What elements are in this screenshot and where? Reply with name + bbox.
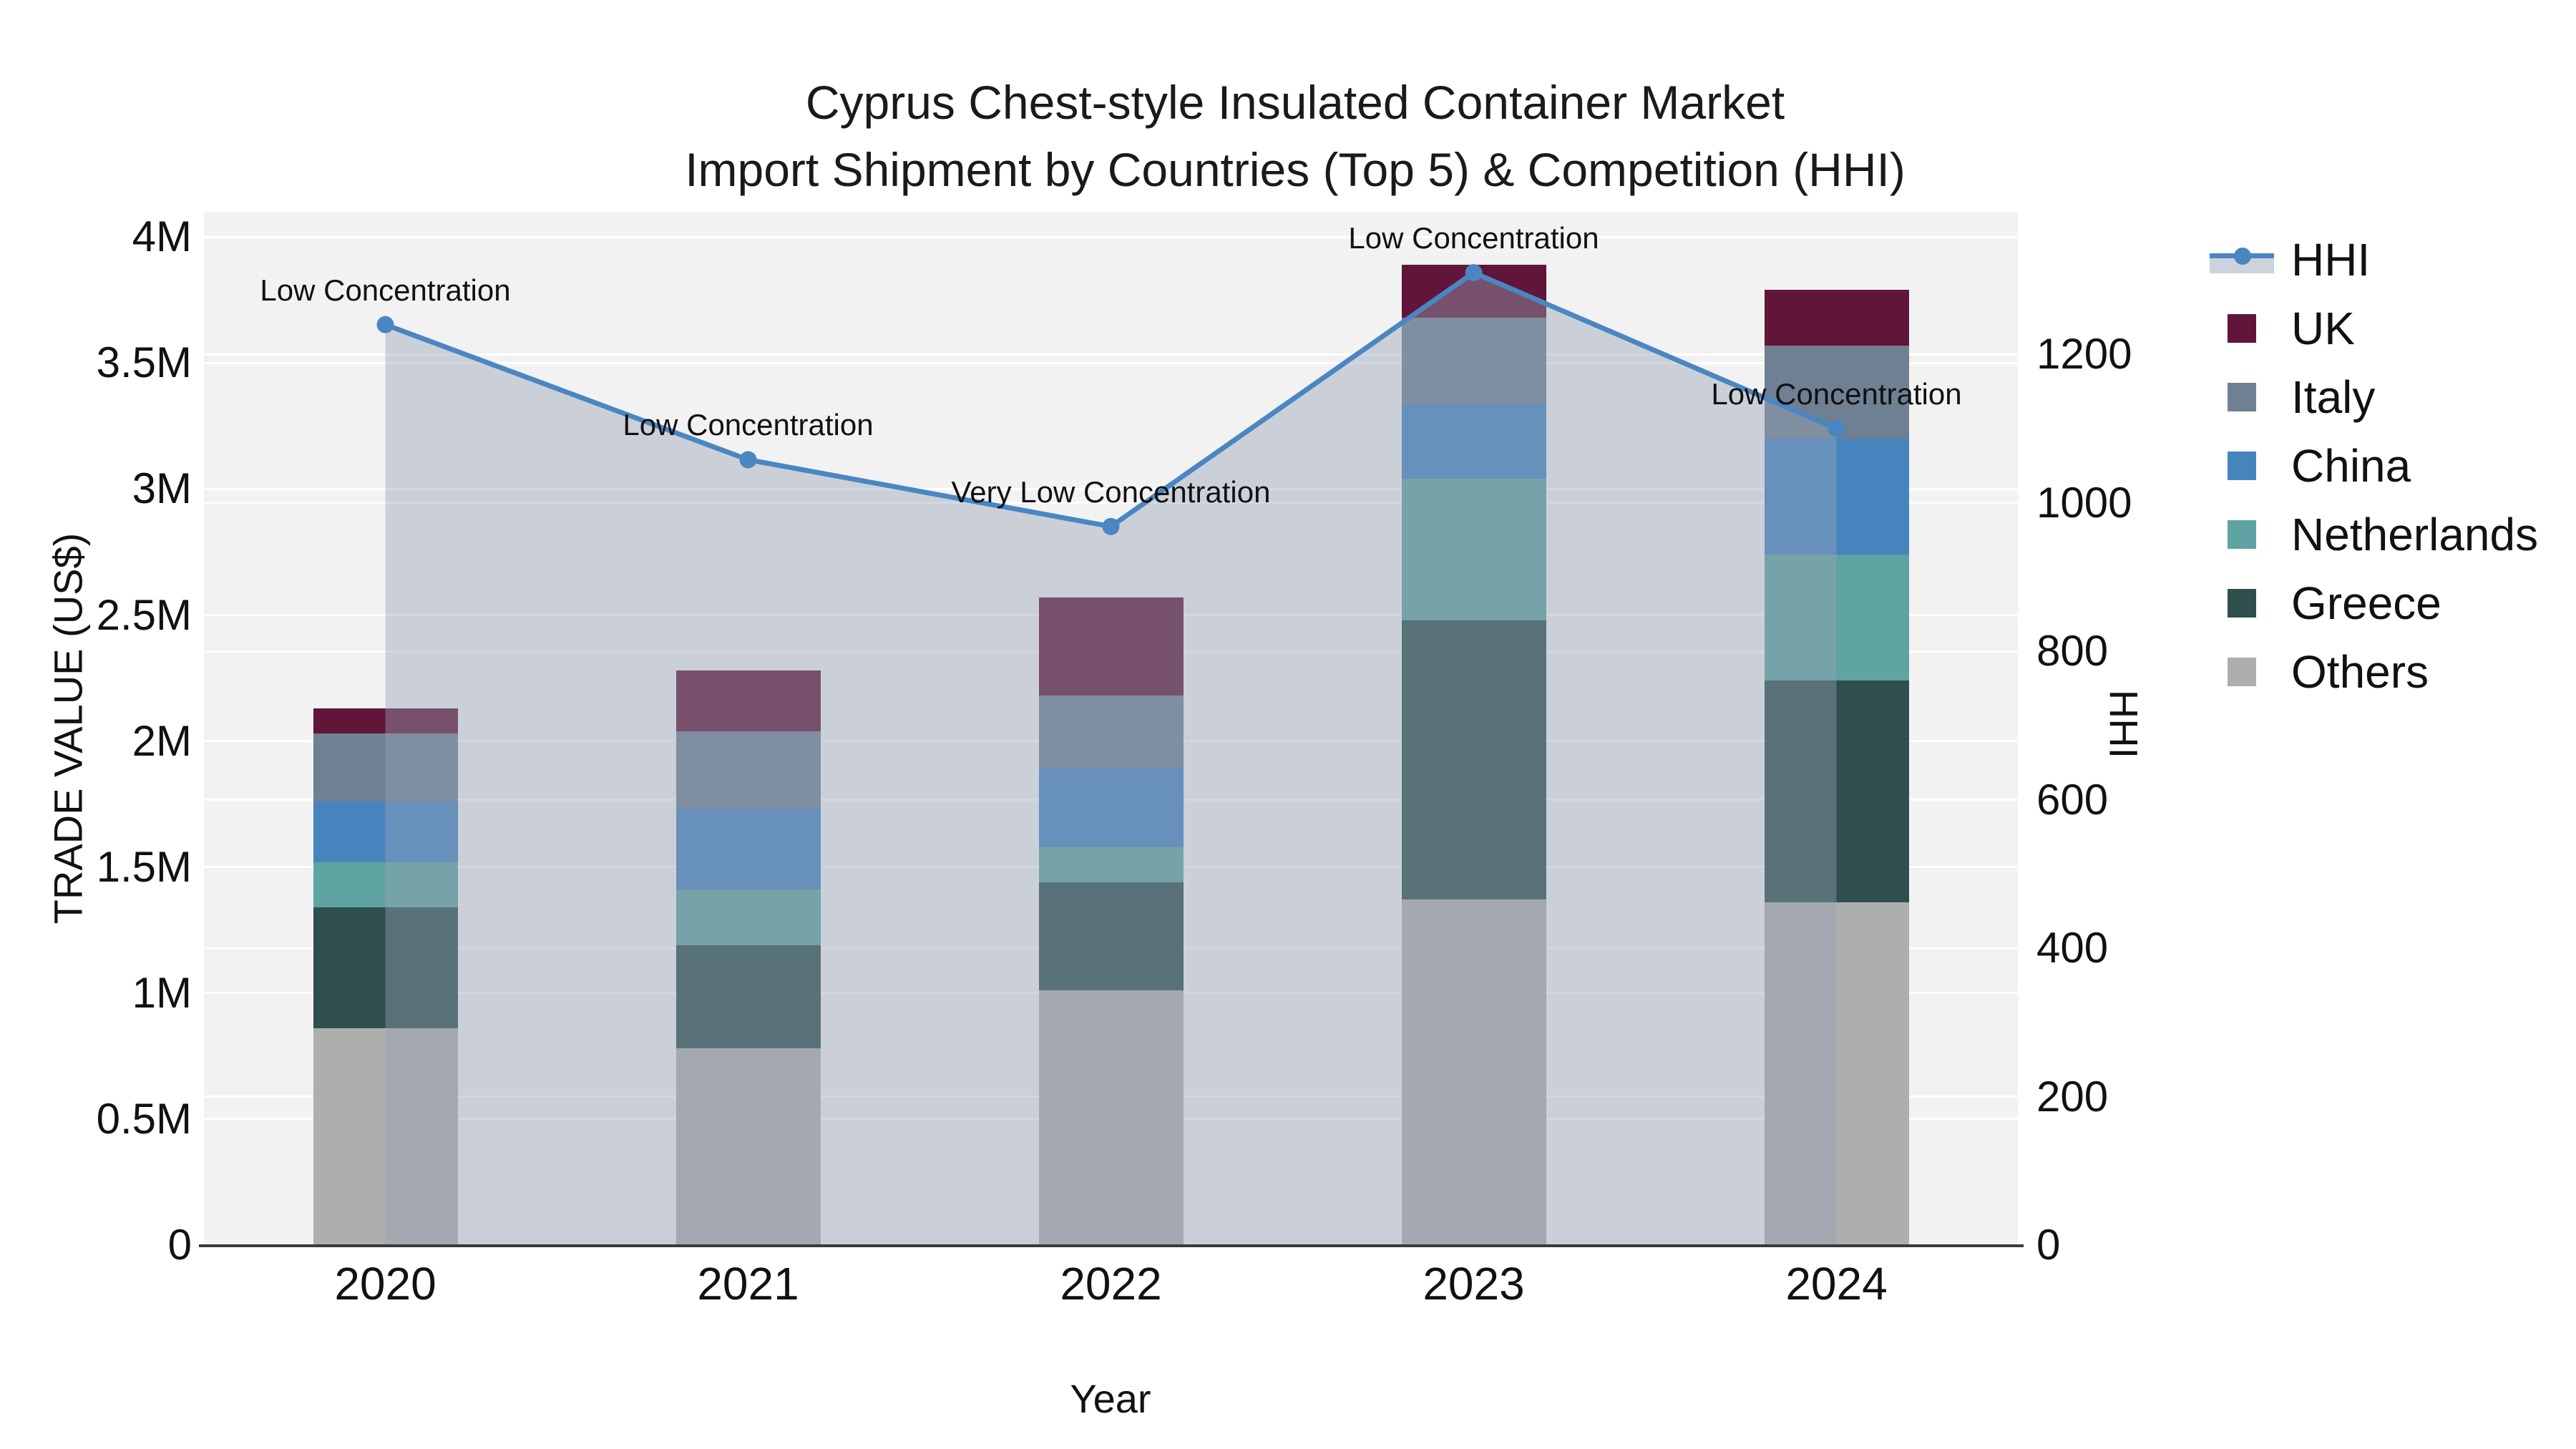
annotation-label-2024: Low Concentration: [1711, 376, 1962, 411]
y-right-tick-label: 1200: [2036, 330, 2132, 379]
y-left-tick-label: 3M: [132, 464, 192, 513]
bar-segment-italy-2023: [1401, 317, 1546, 404]
legend-item-others[interactable]: Others: [2210, 638, 2429, 706]
legend-swatch-greece: [2228, 589, 2256, 618]
legend-item-italy[interactable]: Italy: [2210, 363, 2375, 431]
bar-segment-netherlands-2023: [1401, 479, 1546, 620]
annotation-label-2023: Low Concentration: [1348, 221, 1599, 255]
legend-label: HHI: [2291, 234, 2371, 286]
bar-segment-netherlands-2020: [313, 862, 458, 908]
x-axis-title: Year: [1070, 1376, 1151, 1421]
bar-segment-uk-2024: [1764, 290, 1909, 346]
bar-segment-italy-2021: [675, 731, 821, 809]
legend-item-china[interactable]: China: [2210, 431, 2411, 500]
x-tick-label-2021: 2021: [697, 1258, 799, 1309]
x-tick-label-2022: 2022: [1060, 1258, 1162, 1309]
bar-segment-others-2024: [1764, 902, 1909, 1245]
bar-segment-china-2021: [675, 809, 821, 890]
bar-segment-uk-2021: [675, 670, 821, 731]
x-tick-label-2020: 2020: [334, 1258, 436, 1309]
hhi-point-2022: [1102, 517, 1120, 535]
y-left-tick-label: 4M: [132, 213, 192, 261]
legend-label: Netherlands: [2291, 509, 2539, 560]
y-left-tick-label: 2.5M: [96, 590, 192, 639]
bar-segment-greece-2020: [313, 907, 458, 1029]
legend-glyph: [2210, 383, 2274, 411]
bar-segment-greece-2024: [1764, 680, 1909, 902]
bar-segment-uk-2022: [1038, 597, 1184, 696]
bar-segment-others-2021: [675, 1048, 821, 1245]
legend-label: Italy: [2291, 371, 2376, 423]
legend-item-uk[interactable]: UK: [2210, 294, 2355, 363]
y-left-tick-label: 1M: [132, 968, 192, 1017]
bar-segment-others-2022: [1038, 990, 1184, 1245]
y-right-tick-label: 200: [2036, 1072, 2109, 1121]
legend-swatch-others: [2228, 658, 2256, 686]
legend-label: Greece: [2291, 577, 2441, 629]
bar-segment-netherlands-2022: [1038, 847, 1184, 882]
legend-glyph: [2210, 314, 2274, 343]
y-right-tick-label: 0: [2036, 1221, 2061, 1269]
annotation-label-2022: Very Low Concentration: [951, 474, 1271, 509]
y-right-tick-label: 600: [2036, 775, 2109, 824]
legend-glyph: [2210, 452, 2274, 480]
bar-segment-china-2020: [313, 801, 458, 862]
legend-label: UK: [2291, 303, 2355, 354]
x-tick-label-2023: 2023: [1423, 1258, 1525, 1309]
bar-segment-uk-2020: [313, 708, 458, 734]
y-left-tick-label: 0.5M: [96, 1094, 192, 1143]
hhi-legend-dot: [2234, 248, 2251, 265]
bar-segment-greece-2022: [1038, 882, 1184, 991]
annotation-label-2020: Low Concentration: [260, 273, 511, 307]
x-tick-label-2024: 2024: [1785, 1258, 1888, 1309]
hhi-point-2021: [739, 451, 757, 469]
bar-segment-greece-2023: [1401, 620, 1546, 900]
bar-segment-greece-2021: [675, 945, 821, 1049]
bar-segment-others-2020: [313, 1028, 458, 1245]
legend-glyph: [2210, 658, 2274, 686]
y-right-tick-label: 1000: [2036, 478, 2132, 527]
gridline-left-axis: [204, 235, 2018, 238]
legend-swatch-netherlands: [2228, 520, 2256, 549]
bar-segment-china-2024: [1764, 438, 1909, 555]
chart-title-line1: Cyprus Chest-style Insulated Container M…: [805, 76, 1785, 129]
bar-segment-china-2022: [1038, 769, 1184, 847]
y-right-tick-label: 800: [2036, 627, 2109, 675]
bar-segment-others-2023: [1401, 899, 1546, 1245]
bar-segment-uk-2023: [1401, 264, 1546, 318]
y-left-tick-label: 3.5M: [96, 338, 192, 387]
bar-segment-netherlands-2024: [1764, 554, 1909, 681]
legend-swatch-italy: [2228, 383, 2256, 411]
plot-area: [204, 212, 2018, 1245]
gridline-left-axis: [204, 361, 2018, 364]
hhi-legend-glyph-icon: [2210, 243, 2274, 276]
chart-title-line2: Import Shipment by Countries (Top 5) & C…: [685, 143, 1906, 196]
gridline-right-axis: [204, 353, 2018, 356]
y-right-axis-title: HHI: [2101, 689, 2147, 759]
annotation-label-2021: Low Concentration: [623, 408, 874, 442]
chart-title: Cyprus Chest-style Insulated Container M…: [0, 69, 2576, 203]
y-left-tick-label: 1.5M: [96, 842, 192, 891]
bar-segment-china-2023: [1401, 403, 1546, 479]
legend-swatch-china: [2228, 452, 2256, 480]
legend-label: China: [2291, 440, 2411, 492]
legend-glyph: [2210, 589, 2274, 618]
legend-glyph: [2210, 520, 2274, 549]
legend-item-hhi[interactable]: HHI: [2210, 225, 2370, 294]
legend-item-netherlands[interactable]: Netherlands: [2210, 500, 2538, 569]
bar-segment-italy-2022: [1038, 696, 1184, 769]
bar-segment-italy-2020: [313, 733, 458, 802]
x-axis-line: [199, 1244, 2024, 1247]
y-left-tick-label: 2M: [132, 716, 192, 765]
legend-label: Others: [2291, 646, 2429, 698]
y-left-tick-label: 0: [167, 1221, 192, 1269]
bar-segment-netherlands-2021: [675, 889, 821, 945]
legend-item-greece[interactable]: Greece: [2210, 569, 2441, 638]
legend-swatch-uk: [2228, 314, 2256, 343]
y-right-tick-label: 400: [2036, 924, 2109, 972]
hhi-point-2020: [376, 316, 394, 333]
